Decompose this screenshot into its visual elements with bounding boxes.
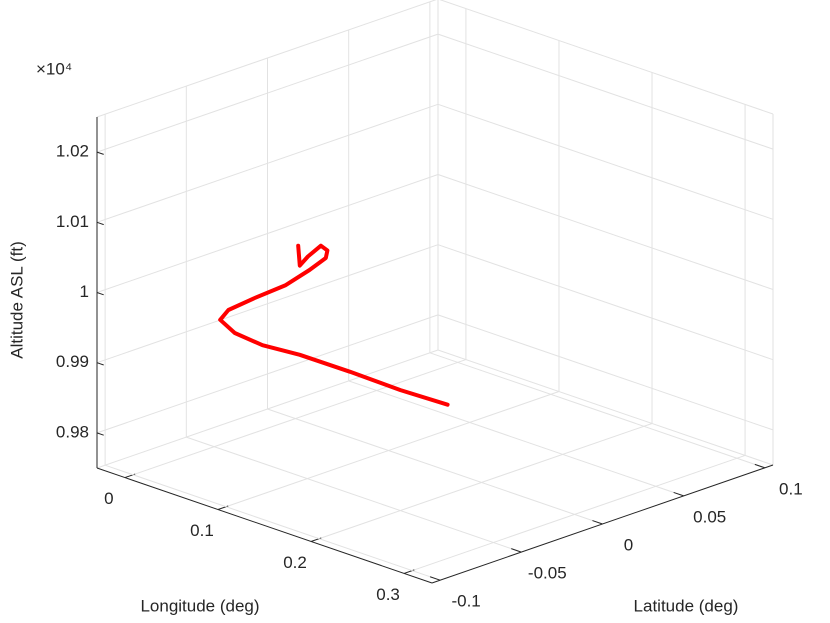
- z-exponent-label: ×10⁴: [36, 59, 72, 78]
- box-edge: [439, 0, 774, 115]
- grid-line: [429, 352, 766, 469]
- grid-line: [96, 244, 439, 364]
- tick-mark: [592, 520, 603, 525]
- y-tick-label: -0.1: [451, 592, 480, 611]
- tick-mark: [96, 362, 104, 366]
- tick-mark: [754, 463, 766, 469]
- grid-line: [437, 33, 774, 150]
- y-axis: [431, 464, 774, 584]
- tick-mark: [511, 548, 522, 553]
- y-axis-label: Latitude (deg): [634, 596, 739, 615]
- tick-mark: [96, 221, 104, 226]
- z-tick-label: 1: [80, 282, 89, 301]
- y-tick-label: 0: [624, 535, 633, 554]
- grid-line: [96, 103, 439, 223]
- tick-mark: [96, 432, 104, 436]
- grid-line: [437, 244, 774, 361]
- grid-line: [267, 408, 603, 525]
- box-edge: [437, 349, 774, 466]
- grid-line: [96, 314, 439, 434]
- z-tick-label: 1.02: [56, 142, 89, 161]
- grid-line: [437, 314, 774, 431]
- y-tick-label: -0.05: [528, 564, 567, 583]
- tick-mark: [429, 576, 441, 581]
- x-axis: [96, 467, 433, 584]
- tick-mark: [673, 491, 684, 497]
- tick-mark: [96, 292, 104, 296]
- x-tick-label: 0.1: [190, 521, 214, 540]
- grid-line: [437, 103, 774, 220]
- grid-line: [104, 464, 441, 581]
- x-tick-label: 0: [104, 489, 113, 508]
- y-tick-label: 0.1: [779, 479, 803, 498]
- z-axis-label: Altitude ASL (ft): [7, 241, 26, 358]
- grid-line: [186, 436, 522, 553]
- x-axis-label: Longitude (deg): [140, 596, 259, 615]
- z-tick-label: 1.01: [56, 212, 89, 231]
- grid-line: [96, 174, 439, 293]
- tick-mark: [96, 151, 104, 155]
- z-tick-label: 0.99: [56, 352, 89, 371]
- trajectory-line: [218, 243, 450, 407]
- y-tick-label: 0.05: [693, 507, 726, 526]
- x-tick-label: 0.3: [376, 585, 400, 604]
- grid-line: [348, 380, 684, 497]
- x-tick-label: 0.2: [283, 553, 307, 572]
- z-tick-label: 0.98: [56, 422, 89, 441]
- grid-line: [437, 174, 774, 290]
- grid-line: [96, 33, 439, 153]
